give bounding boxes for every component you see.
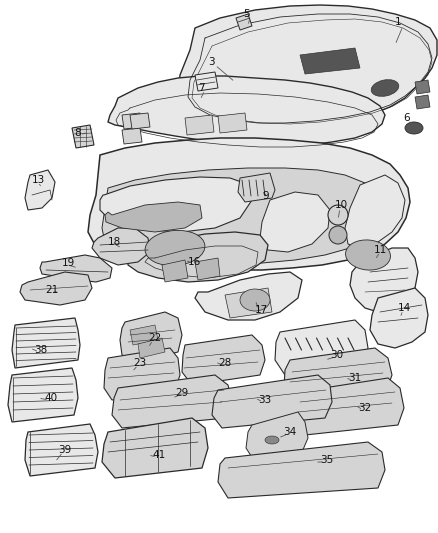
Polygon shape xyxy=(105,202,202,232)
Polygon shape xyxy=(88,138,410,270)
Ellipse shape xyxy=(371,79,399,96)
Polygon shape xyxy=(92,228,150,265)
Polygon shape xyxy=(300,48,360,74)
Polygon shape xyxy=(40,255,112,282)
Polygon shape xyxy=(122,128,142,144)
Text: 31: 31 xyxy=(348,373,361,383)
Polygon shape xyxy=(246,412,308,462)
Polygon shape xyxy=(195,72,218,91)
Text: 13: 13 xyxy=(32,175,45,185)
Text: 10: 10 xyxy=(335,200,348,210)
Text: 33: 33 xyxy=(258,395,271,405)
Text: 32: 32 xyxy=(358,403,371,413)
Polygon shape xyxy=(102,418,208,478)
Text: 3: 3 xyxy=(208,57,215,67)
Polygon shape xyxy=(292,378,404,435)
Text: 38: 38 xyxy=(34,345,47,355)
Text: 28: 28 xyxy=(218,358,231,368)
Ellipse shape xyxy=(328,205,348,225)
Polygon shape xyxy=(120,312,182,362)
Polygon shape xyxy=(415,95,430,109)
Polygon shape xyxy=(162,260,188,282)
Text: 5: 5 xyxy=(243,9,250,19)
Polygon shape xyxy=(130,325,158,345)
Polygon shape xyxy=(128,232,268,282)
Text: 11: 11 xyxy=(374,245,387,255)
Polygon shape xyxy=(260,192,330,252)
Polygon shape xyxy=(212,375,332,428)
Polygon shape xyxy=(112,375,232,428)
Polygon shape xyxy=(275,320,368,375)
Polygon shape xyxy=(108,76,385,146)
Text: 34: 34 xyxy=(283,427,296,437)
Text: 22: 22 xyxy=(148,333,161,343)
Polygon shape xyxy=(72,125,94,148)
Text: 9: 9 xyxy=(262,191,268,201)
Text: 1: 1 xyxy=(395,17,402,27)
Polygon shape xyxy=(195,258,220,280)
Text: 41: 41 xyxy=(152,450,165,460)
Polygon shape xyxy=(8,368,78,422)
Ellipse shape xyxy=(405,122,423,134)
Text: 21: 21 xyxy=(45,285,58,295)
Polygon shape xyxy=(185,115,214,135)
Polygon shape xyxy=(12,318,80,368)
Polygon shape xyxy=(104,348,180,400)
Ellipse shape xyxy=(145,230,205,265)
Polygon shape xyxy=(122,113,142,129)
Ellipse shape xyxy=(240,289,270,311)
Text: 40: 40 xyxy=(44,393,57,403)
Polygon shape xyxy=(130,113,150,129)
Text: 39: 39 xyxy=(58,445,71,455)
Polygon shape xyxy=(350,248,418,312)
Text: 23: 23 xyxy=(133,358,146,368)
Text: 18: 18 xyxy=(108,237,121,247)
Ellipse shape xyxy=(329,226,347,244)
Polygon shape xyxy=(284,348,392,402)
Text: 7: 7 xyxy=(198,83,205,93)
Polygon shape xyxy=(238,173,275,202)
Polygon shape xyxy=(225,288,272,318)
Text: 30: 30 xyxy=(330,350,343,360)
Polygon shape xyxy=(138,338,165,358)
Text: 29: 29 xyxy=(175,388,188,398)
Text: 14: 14 xyxy=(398,303,411,313)
Polygon shape xyxy=(178,5,437,128)
Polygon shape xyxy=(345,175,405,248)
Text: 16: 16 xyxy=(188,257,201,267)
Ellipse shape xyxy=(265,436,279,444)
Ellipse shape xyxy=(346,240,390,270)
Polygon shape xyxy=(236,14,252,30)
Polygon shape xyxy=(182,335,265,385)
Text: 8: 8 xyxy=(74,128,81,138)
Text: 17: 17 xyxy=(255,305,268,315)
Polygon shape xyxy=(370,288,428,348)
Polygon shape xyxy=(25,424,98,476)
Polygon shape xyxy=(100,177,252,232)
Polygon shape xyxy=(218,113,247,133)
Text: 6: 6 xyxy=(403,113,410,123)
Polygon shape xyxy=(218,442,385,498)
Polygon shape xyxy=(20,272,92,305)
Polygon shape xyxy=(195,272,302,320)
Polygon shape xyxy=(415,80,430,94)
Text: 35: 35 xyxy=(320,455,333,465)
Polygon shape xyxy=(102,168,385,264)
Text: 19: 19 xyxy=(62,258,75,268)
Polygon shape xyxy=(25,170,55,210)
